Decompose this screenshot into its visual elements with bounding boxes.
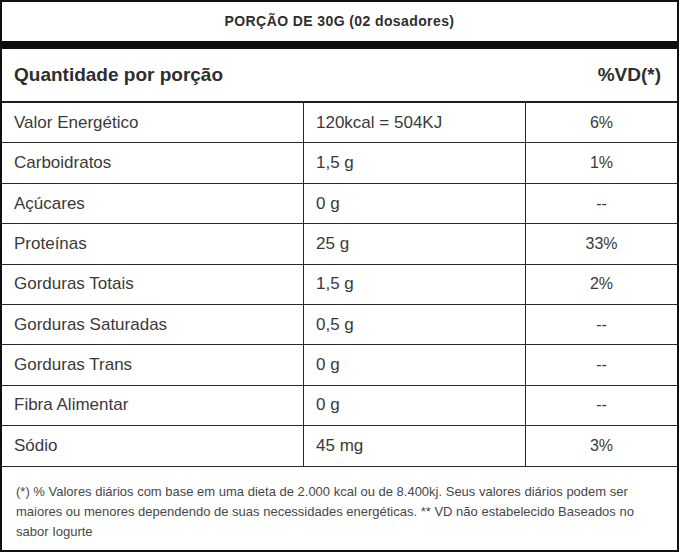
table-row-valor-energetico: Valor Energético 120kcal = 504KJ 6%	[2, 103, 677, 143]
nutrient-vd: 33%	[525, 224, 677, 263]
nutrient-vd: --	[525, 305, 677, 344]
daily-values-footnote: (*) % Valores diários com base em uma di…	[2, 467, 677, 550]
nutrient-name: Açúcares	[2, 184, 303, 223]
column-header-daily-value: %VD(*)	[598, 64, 661, 86]
serving-size-title: PORÇÃO DE 30G (02 dosadores)	[2, 2, 677, 41]
nutrient-vd: --	[525, 386, 677, 425]
nutrient-name: Carboidratos	[2, 143, 303, 182]
table-header-row: Quantidade por porção %VD(*)	[2, 49, 677, 103]
nutrient-vd: 6%	[525, 103, 677, 142]
nutrient-amount: 0 g	[303, 184, 525, 223]
nutrient-vd: --	[525, 184, 677, 223]
nutrient-name: Gorduras Saturadas	[2, 305, 303, 344]
nutrient-amount: 1,5 g	[303, 265, 525, 304]
divider-thick-bar	[2, 41, 677, 49]
nutrient-amount: 0 g	[303, 386, 525, 425]
nutrient-name: Fibra Alimentar	[2, 386, 303, 425]
nutrient-amount: 1,5 g	[303, 143, 525, 182]
nutrition-facts-table: PORÇÃO DE 30G (02 dosadores) Quantidade …	[0, 0, 679, 552]
table-row-fibra-alimentar: Fibra Alimentar 0 g --	[2, 386, 677, 426]
table-row-proteinas: Proteínas 25 g 33%	[2, 224, 677, 264]
table-row-gorduras-trans: Gorduras Trans 0 g --	[2, 345, 677, 385]
column-header-quantity: Quantidade por porção	[14, 64, 223, 86]
nutrient-amount: 120kcal = 504KJ	[303, 103, 525, 142]
nutrient-name: Proteínas	[2, 224, 303, 263]
nutrient-name: Valor Energético	[2, 103, 303, 142]
nutrient-name: Gorduras Totais	[2, 265, 303, 304]
nutrient-amount: 0,5 g	[303, 305, 525, 344]
table-row-sodio: Sódio 45 mg 3%	[2, 426, 677, 466]
table-row-gorduras-totais: Gorduras Totais 1,5 g 2%	[2, 265, 677, 305]
table-row-carboidratos: Carboidratos 1,5 g 1%	[2, 143, 677, 183]
nutrient-amount: 45 mg	[303, 426, 525, 465]
nutrient-amount: 0 g	[303, 345, 525, 384]
nutrient-vd: 3%	[525, 426, 677, 465]
nutrient-vd: --	[525, 345, 677, 384]
nutrient-amount: 25 g	[303, 224, 525, 263]
nutrient-vd: 1%	[525, 143, 677, 182]
nutrient-rows: Valor Energético 120kcal = 504KJ 6% Carb…	[2, 103, 677, 467]
nutrient-name: Sódio	[2, 426, 303, 465]
table-row-gorduras-saturadas: Gorduras Saturadas 0,5 g --	[2, 305, 677, 345]
nutrient-name: Gorduras Trans	[2, 345, 303, 384]
table-row-acucares: Açúcares 0 g --	[2, 184, 677, 224]
nutrient-vd: 2%	[525, 265, 677, 304]
